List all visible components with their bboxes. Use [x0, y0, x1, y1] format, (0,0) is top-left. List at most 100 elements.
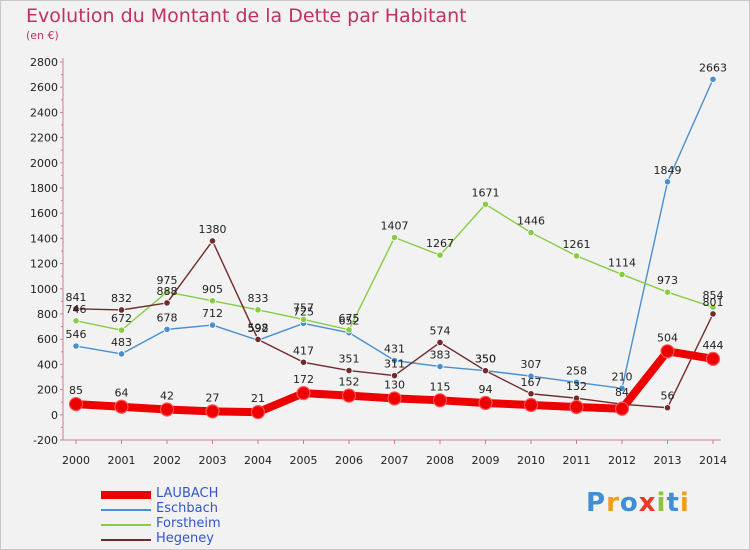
data-label-eschbach: 652 — [339, 315, 360, 328]
point-forstheim — [117, 326, 126, 334]
y-tick-label: 2200 — [30, 132, 58, 145]
data-label-hegeney: 598 — [248, 321, 269, 334]
y-tick-label: 2800 — [30, 56, 58, 69]
point-eschbach — [208, 321, 217, 329]
point-laubach — [478, 395, 493, 411]
point-laubach — [205, 404, 220, 419]
x-tick-label: 2014 — [699, 454, 727, 467]
logo-letter: P — [586, 488, 607, 518]
point-forstheim — [208, 297, 217, 305]
point-laubach — [387, 391, 402, 406]
x-tick-label: 2010 — [517, 454, 545, 467]
data-label-eschbach: 592 — [248, 322, 269, 335]
data-label-eschbach: 258 — [566, 364, 587, 377]
data-label-forstheim: 675 — [339, 312, 360, 325]
data-label-eschbach: 546 — [66, 328, 87, 341]
data-label-eschbach: 383 — [430, 349, 451, 362]
data-label-eschbach: 678 — [157, 311, 178, 324]
data-label-laubach: 115 — [430, 380, 451, 393]
point-forstheim — [618, 270, 626, 279]
data-label-hegeney: 801 — [703, 296, 724, 309]
data-label-hegeney: 574 — [430, 324, 451, 337]
data-label-eschbach: 2663 — [699, 61, 727, 74]
data-label-eschbach: 307 — [521, 358, 542, 371]
point-forstheim — [72, 317, 80, 325]
y-tick-label: 2400 — [30, 106, 58, 119]
point-forstheim — [527, 229, 535, 237]
point-eschbach — [390, 356, 399, 365]
data-label-forstheim: 757 — [293, 301, 314, 314]
point-hegeney — [390, 372, 399, 380]
data-labels: 85 64 42 27 21 172 152 130 115 94 504 444 546 483 678 7… — [66, 61, 728, 405]
point-forstheim — [572, 252, 581, 260]
x-tick-label: 2009 — [472, 454, 500, 467]
point-forstheim — [436, 251, 444, 259]
point-eschbach — [663, 178, 672, 186]
data-label-forstheim: 1407 — [381, 220, 409, 233]
data-label-hegeney: 417 — [293, 344, 314, 357]
point-eschbach — [709, 75, 717, 83]
point-hegeney — [481, 367, 490, 375]
x-tick-label: 2007 — [381, 454, 409, 467]
y-tick-label: 1400 — [30, 232, 58, 245]
data-label-hegeney: 888 — [157, 285, 178, 298]
data-label-forstheim: 1114 — [608, 256, 636, 269]
data-label-eschbach: 712 — [202, 307, 223, 320]
data-label-eschbach: 210 — [612, 370, 633, 383]
data-label-hegeney: 311 — [384, 358, 405, 371]
data-label-hegeney: 56 — [661, 390, 675, 403]
data-label-forstheim: 905 — [202, 283, 223, 296]
data-label-laubach: 172 — [293, 373, 314, 386]
point-laubach — [250, 405, 266, 420]
point-eschbach — [436, 362, 444, 371]
point-hegeney — [299, 358, 308, 366]
y-tick-label: 2600 — [30, 81, 58, 94]
legend-label: Forstheim — [156, 516, 221, 531]
point-forstheim — [299, 315, 308, 324]
logo-letter: i — [679, 488, 690, 518]
point-forstheim — [663, 288, 672, 296]
series-lines — [68, 75, 721, 420]
data-label-forstheim: 973 — [657, 274, 678, 287]
y-tick-label: 600 — [37, 333, 58, 346]
point-eschbach — [72, 342, 80, 350]
data-label-eschbach: 483 — [111, 336, 132, 349]
data-label-hegeney: 1380 — [199, 223, 227, 236]
chart-unit: (en €) — [26, 29, 59, 42]
y-tick-label: 1000 — [30, 283, 58, 296]
data-label-laubach: 85 — [69, 384, 83, 397]
x-tick-label: 2002 — [153, 454, 181, 467]
data-label-laubach: 152 — [339, 376, 360, 389]
data-label-forstheim: 1446 — [517, 215, 545, 228]
point-hegeney — [709, 310, 717, 318]
x-tick-label: 2001 — [108, 454, 136, 467]
data-label-forstheim: 1261 — [563, 238, 591, 251]
data-label-hegeney: 132 — [566, 380, 587, 393]
point-hegeney — [527, 390, 535, 398]
point-forstheim — [345, 326, 353, 334]
point-hegeney — [663, 404, 672, 412]
x-tick-label: 2003 — [199, 454, 227, 467]
data-label-hegeney: 832 — [111, 292, 132, 305]
legend: LAUBACH Eschbach Forstheim Hegeney — [101, 487, 301, 547]
proxiti-logo: Proxiti — [586, 488, 690, 518]
point-laubach — [68, 396, 84, 412]
logo-letter: x — [638, 488, 657, 518]
point-forstheim — [163, 288, 171, 296]
legend-item-hegeney: Hegeney — [101, 532, 301, 547]
x-tick-label: 2000 — [62, 454, 90, 467]
point-hegeney — [163, 299, 171, 307]
data-label-hegeney: 84 — [615, 386, 629, 399]
x-tick-label: 2004 — [244, 454, 272, 467]
point-forstheim — [481, 200, 490, 208]
legend-label: Hegeney — [156, 531, 214, 546]
legend-swatch — [101, 509, 151, 511]
data-label-eschbach: 725 — [293, 305, 314, 318]
data-label-laubach: 94 — [479, 383, 493, 396]
legend-swatch — [101, 524, 151, 526]
legend-label: Eschbach — [156, 501, 218, 516]
data-label-hegeney: 841 — [66, 291, 87, 304]
axes: -200 0 200 400 600 800 1000 1200 1400 1600 1800 200… — [30, 56, 727, 467]
